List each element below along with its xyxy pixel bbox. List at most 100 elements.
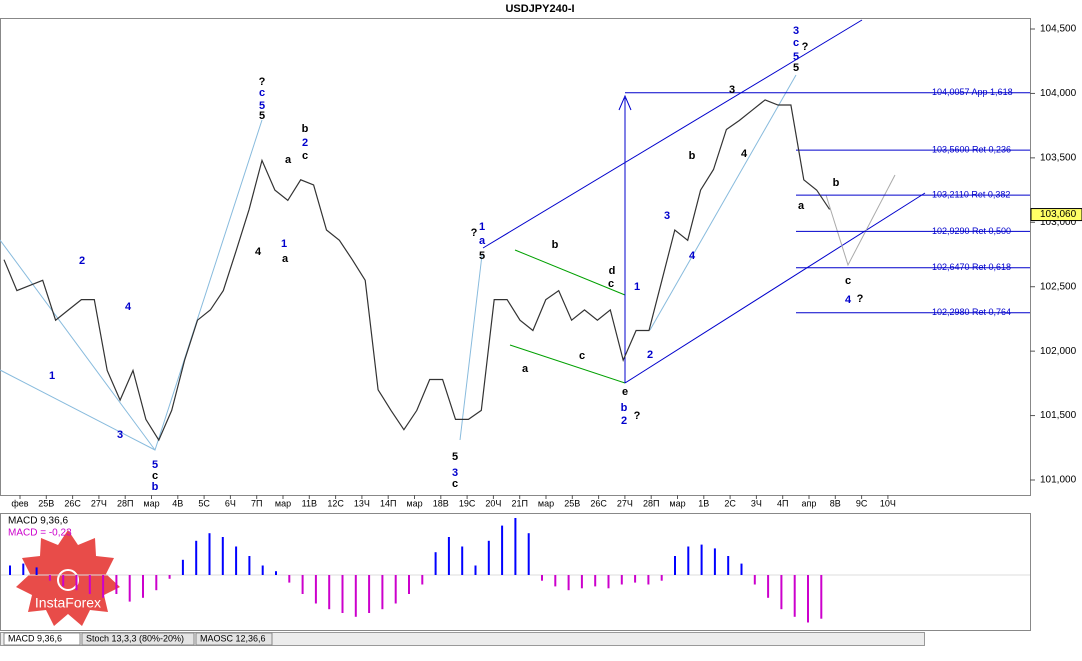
wave-label: 3 (664, 210, 670, 222)
current-price-box (1030, 208, 1082, 222)
indicator-tab (3, 632, 81, 646)
fib-level-label: 103,5600 Ret 0,236 (932, 145, 1011, 155)
x-tick-label: 10Ч (880, 498, 896, 508)
wave-label: 5 (793, 51, 799, 63)
x-tick-label: 21П (511, 498, 527, 508)
x-tick-label: 28П (643, 498, 659, 508)
x-tick-label: 13Ч (354, 498, 370, 508)
wave-label: ? (857, 293, 864, 305)
macd-panel (0, 513, 1031, 631)
x-tick-label: 19С (459, 498, 476, 508)
wave-label: 4 (689, 250, 696, 262)
wave-label: 2 (621, 415, 627, 427)
x-tick-label: 11В (302, 498, 317, 508)
wave-label: a (285, 154, 292, 166)
fib-level-label: 102,2980 Ret 0,764 (932, 307, 1011, 317)
macd-value: MACD = -0,23 (8, 528, 72, 539)
wave-label: c (259, 87, 265, 99)
x-tick-label: 4В (172, 498, 183, 508)
x-tick-label: 5С (198, 498, 210, 508)
logo: InstaForex (16, 530, 120, 626)
x-tick-label: 27Ч (91, 498, 107, 508)
wave-label: d (609, 265, 616, 277)
x-tick-label: 28П (117, 498, 133, 508)
wave-label: ? (259, 76, 266, 88)
x-tick-label: мар (538, 498, 554, 508)
main-panel (0, 18, 1031, 496)
x-tick-label: мар (143, 498, 159, 508)
x-tick-label: мар (406, 498, 422, 508)
fib-level-label: 103,2110 Ret 0,382 (932, 189, 1010, 199)
y-tick-label: 101,000 (1040, 475, 1077, 486)
wave-label: a (798, 200, 805, 212)
wave-label: e (622, 386, 628, 398)
wave-label: 1 (479, 221, 485, 233)
x-tick-label: 27Ч (617, 498, 633, 508)
wave-label: b (621, 402, 628, 414)
wave-label: 2 (302, 137, 308, 149)
indicator-tab-label: MACD 9,36,6 (8, 633, 62, 643)
wave-label: a (282, 253, 289, 265)
wave-label: 1 (49, 370, 55, 382)
wave-label: 5 (479, 250, 485, 262)
fib-level-label: 102,9290 Ret 0,500 (932, 226, 1011, 236)
wave-label: c (608, 278, 614, 290)
x-tick-label: мар (669, 498, 685, 508)
wave-label: 5 (793, 62, 799, 74)
wave-label: c (845, 275, 851, 287)
x-tick-label: мар (275, 498, 291, 508)
wave-label: 5 (152, 459, 158, 471)
wave-label: c (452, 478, 458, 490)
wave-label: 5 (259, 100, 265, 112)
logo-text: InstaForex (35, 595, 101, 611)
macd-title: MACD 9,36,6 (8, 516, 68, 527)
wave-lines (0, 19, 926, 451)
wave-label: 2 (79, 255, 85, 267)
y-tick-label: 104,000 (1040, 88, 1077, 99)
x-tick-label: 9С (856, 498, 868, 508)
wave-label: 4 (741, 148, 748, 160)
x-tick-label: 25В (38, 498, 54, 508)
x-tick-label: 1В (698, 498, 709, 508)
wave-label: 5 (259, 110, 265, 122)
fib-level-label: 102,6470 Ret 0,618 (932, 262, 1011, 272)
wave-label: 4 (255, 246, 262, 258)
wave-label: c (302, 150, 308, 162)
wave-label: 1 (281, 238, 287, 250)
x-tick-label: 20Ч (485, 498, 501, 508)
wave-label: b (302, 123, 309, 135)
x-tick-label: 7П (251, 498, 262, 508)
wave-label: 2 (647, 349, 653, 361)
y-tick-label: 101,500 (1040, 410, 1077, 421)
wave-label: c (579, 350, 585, 362)
wave-label: b (152, 481, 159, 493)
wave-label: 3 (729, 84, 735, 96)
chart-title: USDJPY240-I (505, 3, 574, 15)
x-tick-label: 8В (830, 498, 841, 508)
y-tick-label: 104,500 (1040, 24, 1077, 35)
wave-label: ? (802, 41, 809, 53)
indicator-tab-label: Stoch 13,3,3 (80%-20%) (86, 633, 184, 643)
x-tick-label: апр (802, 498, 817, 508)
indicator-tab (195, 632, 273, 646)
wave-label: 4 (125, 301, 132, 313)
y-tick-label: 103,000 (1040, 217, 1077, 228)
wave-label: 1 (634, 281, 640, 293)
wave-label: c (793, 37, 799, 49)
x-tick-label: 26С (64, 498, 81, 508)
wave-label: 3 (793, 25, 799, 37)
x-tick-label: 6Ч (225, 498, 236, 508)
y-tick-label: 102,500 (1040, 281, 1077, 292)
indicator-tab-label: MAOSC 12,36,6 (200, 633, 266, 643)
wave-label: b (689, 150, 696, 162)
indicator-tab (81, 632, 195, 646)
wave-label: a (479, 235, 486, 247)
x-tick-label: 14П (380, 498, 396, 508)
wave-label: b (552, 239, 559, 251)
x-tick-label: 2С (724, 498, 736, 508)
x-tick-label: фев (11, 498, 28, 508)
wave-label: 3 (117, 429, 123, 441)
wave-label: c (152, 470, 158, 482)
y-tick-label: 102,000 (1040, 346, 1077, 357)
